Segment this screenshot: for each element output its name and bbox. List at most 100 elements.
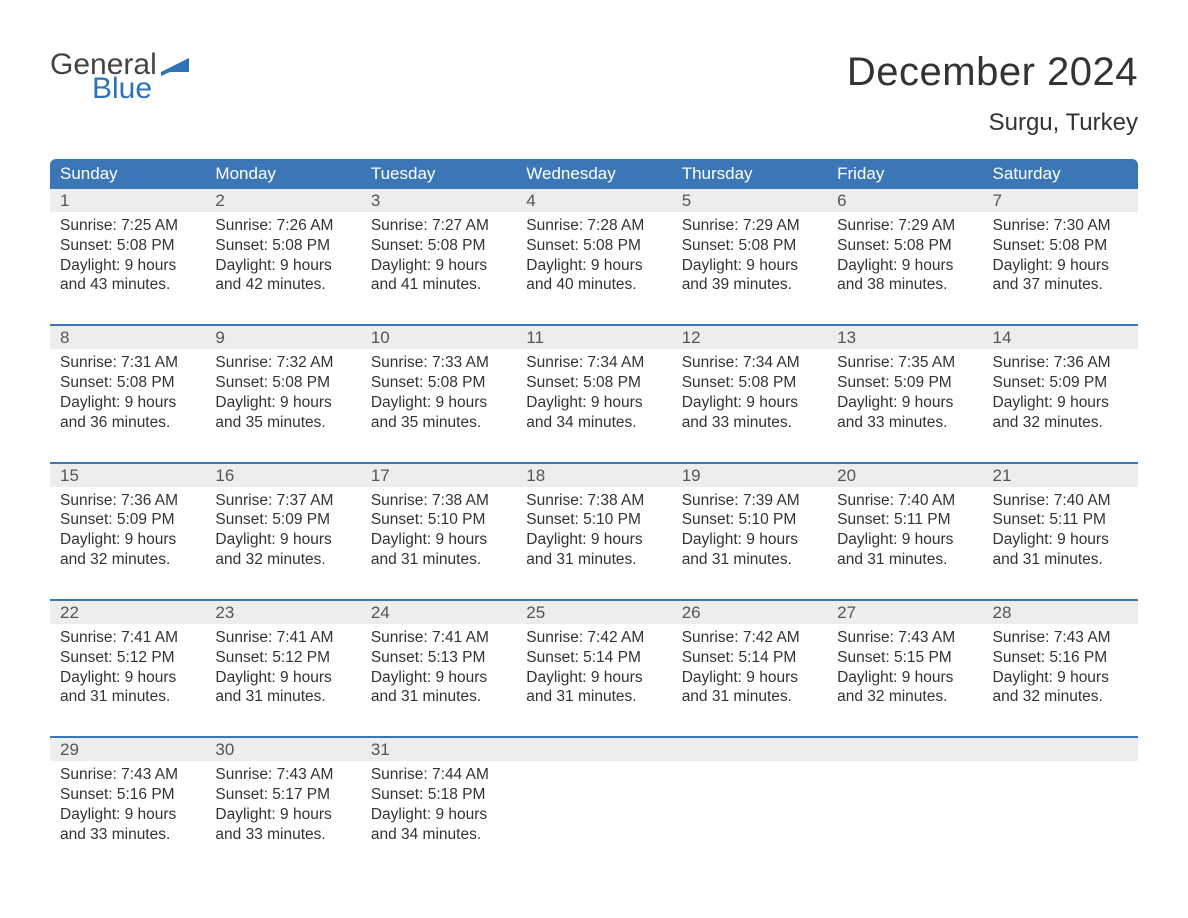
day-number-cell: 22 — [50, 600, 205, 624]
daylight-text-2: and 33 minutes. — [837, 413, 972, 433]
daylight-text-1: Daylight: 9 hours — [682, 256, 817, 276]
sunset-text: Sunset: 5:10 PM — [682, 510, 817, 530]
daylight-text-2: and 31 minutes. — [526, 550, 661, 570]
sunset-text: Sunset: 5:08 PM — [215, 373, 350, 393]
day-info-cell: Sunrise: 7:30 AMSunset: 5:08 PMDaylight:… — [983, 212, 1138, 295]
day-info-cell: Sunrise: 7:28 AMSunset: 5:08 PMDaylight:… — [516, 212, 671, 295]
day-number-row: 22232425262728 — [50, 600, 1138, 624]
day-number-cell: 23 — [205, 600, 360, 624]
day-number-cell: 3 — [361, 189, 516, 212]
day-info-cell: Sunrise: 7:29 AMSunset: 5:08 PMDaylight:… — [672, 212, 827, 295]
day-number-cell: 21 — [983, 463, 1138, 487]
daylight-text-1: Daylight: 9 hours — [215, 668, 350, 688]
daylight-text-1: Daylight: 9 hours — [837, 668, 972, 688]
daylight-text-2: and 40 minutes. — [526, 275, 661, 295]
daylight-text-2: and 38 minutes. — [837, 275, 972, 295]
daylight-text-1: Daylight: 9 hours — [837, 393, 972, 413]
day-number-cell: 25 — [516, 600, 671, 624]
logo-text-bottom: Blue — [50, 74, 193, 104]
day-header: Wednesday — [516, 159, 671, 189]
sunset-text: Sunset: 5:16 PM — [60, 785, 195, 805]
sunset-text: Sunset: 5:17 PM — [215, 785, 350, 805]
day-number-row: 891011121314 — [50, 325, 1138, 349]
sunset-text: Sunset: 5:11 PM — [993, 510, 1128, 530]
daylight-text-2: and 42 minutes. — [215, 275, 350, 295]
day-number-cell: 20 — [827, 463, 982, 487]
sunrise-text: Sunrise: 7:31 AM — [60, 353, 195, 373]
day-number-cell: 5 — [672, 189, 827, 212]
day-number-cell: 19 — [672, 463, 827, 487]
sunset-text: Sunset: 5:14 PM — [526, 648, 661, 668]
day-info-cell: Sunrise: 7:41 AMSunset: 5:12 PMDaylight:… — [205, 624, 360, 707]
sunrise-text: Sunrise: 7:44 AM — [371, 765, 506, 785]
daylight-text-1: Daylight: 9 hours — [371, 393, 506, 413]
sunrise-text: Sunrise: 7:42 AM — [526, 628, 661, 648]
daylight-text-2: and 31 minutes. — [993, 550, 1128, 570]
sunset-text: Sunset: 5:09 PM — [215, 510, 350, 530]
sunrise-text: Sunrise: 7:41 AM — [371, 628, 506, 648]
sunrise-text: Sunrise: 7:42 AM — [682, 628, 817, 648]
daylight-text-1: Daylight: 9 hours — [215, 256, 350, 276]
day-number-cell: 27 — [827, 600, 982, 624]
day-info-cell: Sunrise: 7:38 AMSunset: 5:10 PMDaylight:… — [516, 487, 671, 570]
day-info-cell: Sunrise: 7:41 AMSunset: 5:12 PMDaylight:… — [50, 624, 205, 707]
sunrise-text: Sunrise: 7:39 AM — [682, 491, 817, 511]
day-info-cell: Sunrise: 7:36 AMSunset: 5:09 PMDaylight:… — [50, 487, 205, 570]
day-info-cell: Sunrise: 7:26 AMSunset: 5:08 PMDaylight:… — [205, 212, 360, 295]
daylight-text-1: Daylight: 9 hours — [837, 256, 972, 276]
week-separator — [50, 570, 1138, 600]
day-number-cell: 6 — [827, 189, 982, 212]
daylight-text-1: Daylight: 9 hours — [526, 530, 661, 550]
day-info-cell: Sunrise: 7:34 AMSunset: 5:08 PMDaylight:… — [516, 349, 671, 432]
day-number-cell: 26 — [672, 600, 827, 624]
daylight-text-1: Daylight: 9 hours — [60, 805, 195, 825]
sunset-text: Sunset: 5:09 PM — [993, 373, 1128, 393]
day-number-cell: 9 — [205, 325, 360, 349]
sunrise-text: Sunrise: 7:41 AM — [60, 628, 195, 648]
day-number-row: 15161718192021 — [50, 463, 1138, 487]
day-number-cell: 31 — [361, 737, 516, 761]
day-number-row: 1234567 — [50, 189, 1138, 212]
sunset-text: Sunset: 5:10 PM — [526, 510, 661, 530]
day-header: Monday — [205, 159, 360, 189]
daylight-text-1: Daylight: 9 hours — [526, 668, 661, 688]
daylight-text-2: and 31 minutes. — [60, 687, 195, 707]
day-header: Tuesday — [361, 159, 516, 189]
day-number-cell: 2 — [205, 189, 360, 212]
day-info-row: Sunrise: 7:36 AMSunset: 5:09 PMDaylight:… — [50, 487, 1138, 570]
daylight-text-1: Daylight: 9 hours — [60, 256, 195, 276]
daylight-text-2: and 39 minutes. — [682, 275, 817, 295]
day-header: Friday — [827, 159, 982, 189]
day-number-cell: 28 — [983, 600, 1138, 624]
daylight-text-2: and 35 minutes. — [215, 413, 350, 433]
sunrise-text: Sunrise: 7:41 AM — [215, 628, 350, 648]
daylight-text-2: and 33 minutes. — [215, 825, 350, 845]
sunrise-text: Sunrise: 7:43 AM — [60, 765, 195, 785]
daylight-text-2: and 33 minutes. — [682, 413, 817, 433]
day-header-row: Sunday Monday Tuesday Wednesday Thursday… — [50, 159, 1138, 189]
daylight-text-1: Daylight: 9 hours — [60, 668, 195, 688]
sunset-text: Sunset: 5:11 PM — [837, 510, 972, 530]
daylight-text-1: Daylight: 9 hours — [993, 530, 1128, 550]
daylight-text-1: Daylight: 9 hours — [371, 668, 506, 688]
day-info-cell: Sunrise: 7:40 AMSunset: 5:11 PMDaylight:… — [827, 487, 982, 570]
sunset-text: Sunset: 5:12 PM — [60, 648, 195, 668]
day-info-cell: Sunrise: 7:37 AMSunset: 5:09 PMDaylight:… — [205, 487, 360, 570]
daylight-text-2: and 41 minutes. — [371, 275, 506, 295]
day-info-cell: Sunrise: 7:35 AMSunset: 5:09 PMDaylight:… — [827, 349, 982, 432]
day-info-cell: Sunrise: 7:34 AMSunset: 5:08 PMDaylight:… — [672, 349, 827, 432]
day-info-cell: Sunrise: 7:32 AMSunset: 5:08 PMDaylight:… — [205, 349, 360, 432]
sunrise-text: Sunrise: 7:26 AM — [215, 216, 350, 236]
month-title: December 2024 — [847, 50, 1138, 95]
title-block: December 2024 Surgu, Turkey — [847, 50, 1138, 137]
daylight-text-2: and 37 minutes. — [993, 275, 1128, 295]
sunset-text: Sunset: 5:13 PM — [371, 648, 506, 668]
sunset-text: Sunset: 5:08 PM — [371, 236, 506, 256]
day-info-cell: Sunrise: 7:43 AMSunset: 5:17 PMDaylight:… — [205, 761, 360, 844]
sunrise-text: Sunrise: 7:29 AM — [682, 216, 817, 236]
day-info-cell: Sunrise: 7:36 AMSunset: 5:09 PMDaylight:… — [983, 349, 1138, 432]
sunset-text: Sunset: 5:08 PM — [837, 236, 972, 256]
daylight-text-1: Daylight: 9 hours — [371, 256, 506, 276]
day-info-cell: Sunrise: 7:40 AMSunset: 5:11 PMDaylight:… — [983, 487, 1138, 570]
daylight-text-2: and 33 minutes. — [60, 825, 195, 845]
